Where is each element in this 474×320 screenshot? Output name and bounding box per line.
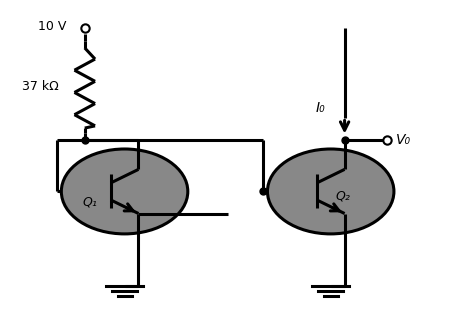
Text: Q₁: Q₁ <box>82 196 97 209</box>
Circle shape <box>61 149 188 234</box>
Text: 37 kΩ: 37 kΩ <box>22 80 59 93</box>
Text: 10 V: 10 V <box>37 20 66 33</box>
Text: V₀: V₀ <box>396 132 411 147</box>
Text: Q₂: Q₂ <box>336 189 351 202</box>
Circle shape <box>267 149 394 234</box>
Text: I₀: I₀ <box>316 101 326 115</box>
